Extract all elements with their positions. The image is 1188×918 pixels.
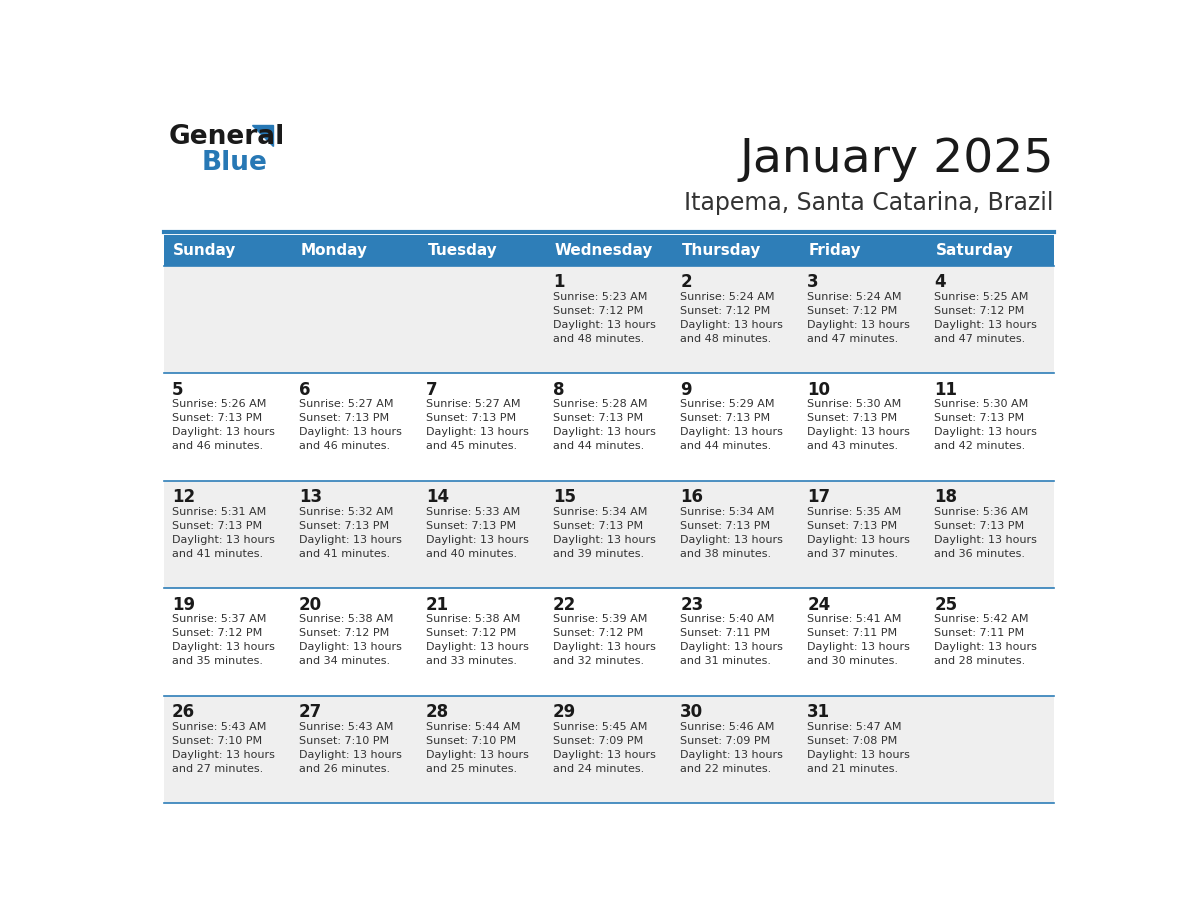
Text: 13: 13: [299, 488, 322, 507]
Text: Friday: Friday: [809, 242, 861, 258]
Text: January 2025: January 2025: [739, 137, 1054, 182]
Bar: [164, 588, 1054, 696]
Text: Sunrise: 5:41 AM
Sunset: 7:11 PM
Daylight: 13 hours
and 30 minutes.: Sunrise: 5:41 AM Sunset: 7:11 PM Dayligh…: [808, 614, 910, 666]
Text: Thursday: Thursday: [682, 242, 762, 258]
Bar: [164, 235, 291, 265]
Text: Sunrise: 5:27 AM
Sunset: 7:13 PM
Daylight: 13 hours
and 45 minutes.: Sunrise: 5:27 AM Sunset: 7:13 PM Dayligh…: [426, 399, 529, 452]
Bar: [164, 374, 1054, 481]
Text: 24: 24: [808, 596, 830, 614]
Text: 3: 3: [808, 274, 819, 291]
Bar: [672, 235, 800, 265]
Text: Sunrise: 5:44 AM
Sunset: 7:10 PM
Daylight: 13 hours
and 25 minutes.: Sunrise: 5:44 AM Sunset: 7:10 PM Dayligh…: [426, 722, 529, 774]
Text: 5: 5: [172, 381, 183, 399]
Text: Sunrise: 5:35 AM
Sunset: 7:13 PM
Daylight: 13 hours
and 37 minutes.: Sunrise: 5:35 AM Sunset: 7:13 PM Dayligh…: [808, 507, 910, 559]
Text: 21: 21: [426, 596, 449, 614]
Text: Sunrise: 5:28 AM
Sunset: 7:13 PM
Daylight: 13 hours
and 44 minutes.: Sunrise: 5:28 AM Sunset: 7:13 PM Dayligh…: [554, 399, 656, 452]
Text: Sunrise: 5:36 AM
Sunset: 7:13 PM
Daylight: 13 hours
and 36 minutes.: Sunrise: 5:36 AM Sunset: 7:13 PM Dayligh…: [934, 507, 1037, 559]
Text: Sunrise: 5:45 AM
Sunset: 7:09 PM
Daylight: 13 hours
and 24 minutes.: Sunrise: 5:45 AM Sunset: 7:09 PM Dayligh…: [554, 722, 656, 774]
Bar: [927, 235, 1054, 265]
Text: 11: 11: [934, 381, 958, 399]
Text: Sunrise: 5:31 AM
Sunset: 7:13 PM
Daylight: 13 hours
and 41 minutes.: Sunrise: 5:31 AM Sunset: 7:13 PM Dayligh…: [172, 507, 274, 559]
Text: Sunrise: 5:39 AM
Sunset: 7:12 PM
Daylight: 13 hours
and 32 minutes.: Sunrise: 5:39 AM Sunset: 7:12 PM Dayligh…: [554, 614, 656, 666]
Text: 8: 8: [554, 381, 564, 399]
Text: 20: 20: [299, 596, 322, 614]
Text: Sunrise: 5:46 AM
Sunset: 7:09 PM
Daylight: 13 hours
and 22 minutes.: Sunrise: 5:46 AM Sunset: 7:09 PM Dayligh…: [681, 722, 783, 774]
Text: Sunday: Sunday: [173, 242, 236, 258]
Text: 15: 15: [554, 488, 576, 507]
Text: 26: 26: [172, 703, 195, 722]
Text: Sunrise: 5:38 AM
Sunset: 7:12 PM
Daylight: 13 hours
and 33 minutes.: Sunrise: 5:38 AM Sunset: 7:12 PM Dayligh…: [426, 614, 529, 666]
Text: Sunrise: 5:27 AM
Sunset: 7:13 PM
Daylight: 13 hours
and 46 minutes.: Sunrise: 5:27 AM Sunset: 7:13 PM Dayligh…: [299, 399, 402, 452]
Text: General: General: [169, 124, 285, 150]
Text: Sunrise: 5:38 AM
Sunset: 7:12 PM
Daylight: 13 hours
and 34 minutes.: Sunrise: 5:38 AM Sunset: 7:12 PM Dayligh…: [299, 614, 402, 666]
Text: 30: 30: [681, 703, 703, 722]
Text: Sunrise: 5:23 AM
Sunset: 7:12 PM
Daylight: 13 hours
and 48 minutes.: Sunrise: 5:23 AM Sunset: 7:12 PM Dayligh…: [554, 292, 656, 344]
Text: 27: 27: [299, 703, 322, 722]
Bar: [545, 235, 672, 265]
Text: 9: 9: [681, 381, 691, 399]
Text: Sunrise: 5:37 AM
Sunset: 7:12 PM
Daylight: 13 hours
and 35 minutes.: Sunrise: 5:37 AM Sunset: 7:12 PM Dayligh…: [172, 614, 274, 666]
Text: Monday: Monday: [301, 242, 367, 258]
Text: 28: 28: [426, 703, 449, 722]
Text: Wednesday: Wednesday: [555, 242, 653, 258]
Bar: [164, 481, 1054, 588]
Text: Sunrise: 5:24 AM
Sunset: 7:12 PM
Daylight: 13 hours
and 47 minutes.: Sunrise: 5:24 AM Sunset: 7:12 PM Dayligh…: [808, 292, 910, 344]
Bar: [418, 235, 545, 265]
Text: Sunrise: 5:30 AM
Sunset: 7:13 PM
Daylight: 13 hours
and 43 minutes.: Sunrise: 5:30 AM Sunset: 7:13 PM Dayligh…: [808, 399, 910, 452]
Text: Sunrise: 5:29 AM
Sunset: 7:13 PM
Daylight: 13 hours
and 44 minutes.: Sunrise: 5:29 AM Sunset: 7:13 PM Dayligh…: [681, 399, 783, 452]
Text: Sunrise: 5:32 AM
Sunset: 7:13 PM
Daylight: 13 hours
and 41 minutes.: Sunrise: 5:32 AM Sunset: 7:13 PM Dayligh…: [299, 507, 402, 559]
Text: 4: 4: [934, 274, 946, 291]
Text: 19: 19: [172, 596, 195, 614]
Bar: [291, 235, 418, 265]
Text: Sunrise: 5:26 AM
Sunset: 7:13 PM
Daylight: 13 hours
and 46 minutes.: Sunrise: 5:26 AM Sunset: 7:13 PM Dayligh…: [172, 399, 274, 452]
Text: Sunrise: 5:33 AM
Sunset: 7:13 PM
Daylight: 13 hours
and 40 minutes.: Sunrise: 5:33 AM Sunset: 7:13 PM Dayligh…: [426, 507, 529, 559]
Text: 7: 7: [426, 381, 437, 399]
Text: 12: 12: [172, 488, 195, 507]
Text: 31: 31: [808, 703, 830, 722]
Text: Sunrise: 5:24 AM
Sunset: 7:12 PM
Daylight: 13 hours
and 48 minutes.: Sunrise: 5:24 AM Sunset: 7:12 PM Dayligh…: [681, 292, 783, 344]
Text: 23: 23: [681, 596, 703, 614]
Polygon shape: [252, 125, 272, 146]
Text: Sunrise: 5:42 AM
Sunset: 7:11 PM
Daylight: 13 hours
and 28 minutes.: Sunrise: 5:42 AM Sunset: 7:11 PM Dayligh…: [934, 614, 1037, 666]
Text: 29: 29: [554, 703, 576, 722]
Text: 25: 25: [934, 596, 958, 614]
Text: Itapema, Santa Catarina, Brazil: Itapema, Santa Catarina, Brazil: [684, 191, 1054, 215]
Text: 18: 18: [934, 488, 958, 507]
Text: Sunrise: 5:40 AM
Sunset: 7:11 PM
Daylight: 13 hours
and 31 minutes.: Sunrise: 5:40 AM Sunset: 7:11 PM Dayligh…: [681, 614, 783, 666]
Text: Sunrise: 5:47 AM
Sunset: 7:08 PM
Daylight: 13 hours
and 21 minutes.: Sunrise: 5:47 AM Sunset: 7:08 PM Dayligh…: [808, 722, 910, 774]
Text: Blue: Blue: [201, 151, 267, 176]
Text: 1: 1: [554, 274, 564, 291]
Text: 17: 17: [808, 488, 830, 507]
Text: Sunrise: 5:25 AM
Sunset: 7:12 PM
Daylight: 13 hours
and 47 minutes.: Sunrise: 5:25 AM Sunset: 7:12 PM Dayligh…: [934, 292, 1037, 344]
Bar: [800, 235, 927, 265]
Text: Sunrise: 5:30 AM
Sunset: 7:13 PM
Daylight: 13 hours
and 42 minutes.: Sunrise: 5:30 AM Sunset: 7:13 PM Dayligh…: [934, 399, 1037, 452]
Text: Sunrise: 5:43 AM
Sunset: 7:10 PM
Daylight: 13 hours
and 27 minutes.: Sunrise: 5:43 AM Sunset: 7:10 PM Dayligh…: [172, 722, 274, 774]
Text: Tuesday: Tuesday: [428, 242, 498, 258]
Text: Saturday: Saturday: [936, 242, 1013, 258]
Bar: [164, 696, 1054, 803]
Text: 16: 16: [681, 488, 703, 507]
Text: 10: 10: [808, 381, 830, 399]
Bar: [164, 265, 1054, 374]
Text: Sunrise: 5:43 AM
Sunset: 7:10 PM
Daylight: 13 hours
and 26 minutes.: Sunrise: 5:43 AM Sunset: 7:10 PM Dayligh…: [299, 722, 402, 774]
Text: 2: 2: [681, 274, 691, 291]
Text: 6: 6: [299, 381, 310, 399]
Text: 22: 22: [554, 596, 576, 614]
Text: Sunrise: 5:34 AM
Sunset: 7:13 PM
Daylight: 13 hours
and 39 minutes.: Sunrise: 5:34 AM Sunset: 7:13 PM Dayligh…: [554, 507, 656, 559]
Text: Sunrise: 5:34 AM
Sunset: 7:13 PM
Daylight: 13 hours
and 38 minutes.: Sunrise: 5:34 AM Sunset: 7:13 PM Dayligh…: [681, 507, 783, 559]
Text: 14: 14: [426, 488, 449, 507]
